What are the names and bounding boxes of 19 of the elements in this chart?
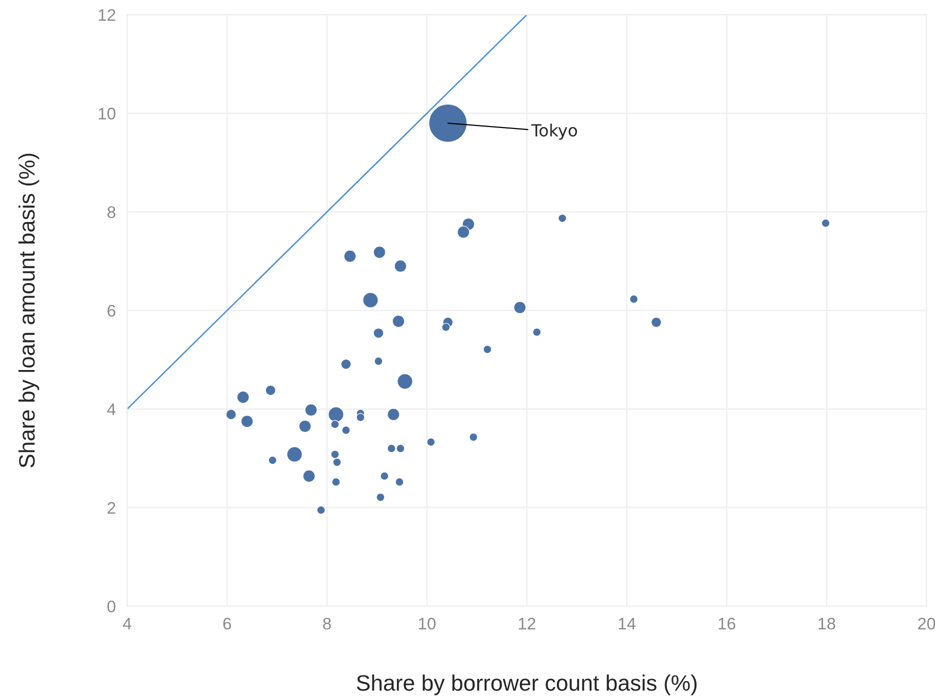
y-tick-label: 4 (107, 404, 116, 416)
x-tick-label: 20 (918, 618, 935, 630)
y-tick-label: 8 (108, 206, 116, 218)
x-tick-label: 6 (223, 618, 231, 630)
y-tick-label: 6 (108, 304, 116, 317)
x-tick-label: 10 (418, 618, 436, 630)
y-tick-label: 0 (107, 600, 116, 612)
y-tick-label: 10 (98, 108, 116, 120)
x-tick-label: 12 (518, 618, 536, 630)
x-tick-label: 4 (122, 618, 132, 630)
y-axis-title: Share by loan amount basis (%) (18, 154, 40, 468)
x-tick-label: 14 (618, 618, 636, 630)
annotation: Tokyo (531, 124, 578, 140)
x-tick-label: 16 (718, 618, 736, 630)
x-tick-label: 18 (818, 618, 836, 630)
y-tick-label: 12 (98, 9, 116, 21)
y-tick-label: 2 (108, 502, 116, 514)
x-tick-label: 8 (323, 618, 331, 630)
x-axis-title: Share by borrower count basis (%) (356, 674, 697, 696)
